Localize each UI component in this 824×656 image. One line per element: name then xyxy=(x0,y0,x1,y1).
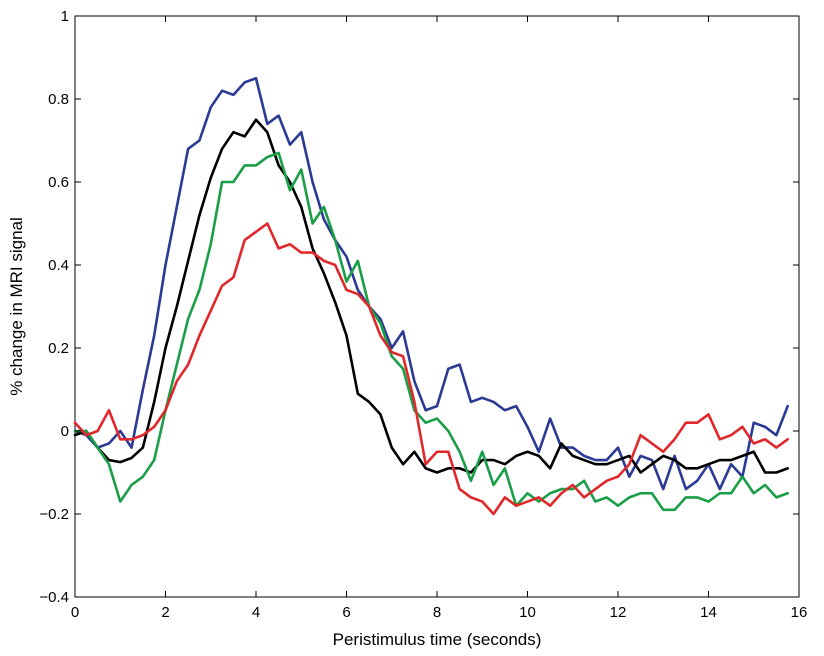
y-tick-label: 0.6 xyxy=(48,174,69,191)
y-tick-label: 0 xyxy=(61,423,69,440)
series-line-2 xyxy=(73,118,789,474)
x-tick-label: 2 xyxy=(161,604,169,621)
x-tick-label: 0 xyxy=(71,604,79,621)
y-tick-label: 0.4 xyxy=(48,257,69,274)
y-tick-label: 1 xyxy=(61,8,69,25)
x-tick-label: 16 xyxy=(791,604,808,621)
x-tick-label: 14 xyxy=(700,604,717,621)
series-line-1 xyxy=(73,76,789,491)
series-line-4 xyxy=(73,222,789,516)
y-tick-label: −0.4 xyxy=(39,589,69,606)
y-tick-label: 0.2 xyxy=(48,340,69,357)
x-axis-label: Peristimulus time (seconds) xyxy=(333,630,542,649)
x-tick-label: 8 xyxy=(433,604,441,621)
series-lines xyxy=(73,76,789,516)
x-tick-label: 12 xyxy=(610,604,627,621)
y-tick-label: −0.2 xyxy=(39,506,69,523)
x-tick-label: 6 xyxy=(342,604,350,621)
y-axis-label: % change in MRI signal xyxy=(7,217,26,396)
plot-frame xyxy=(74,15,800,598)
y-tick-label: 0.8 xyxy=(48,91,69,108)
plot-area xyxy=(74,15,800,598)
x-tick-label: 10 xyxy=(519,604,536,621)
x-tick-label: 4 xyxy=(252,604,260,621)
series-line-3 xyxy=(73,151,789,512)
axis-ticks: 0 2 4 6 8 10 12 14 16 −0.4 −0.2 0 0.2 0.4 0.6 0.8 1 xyxy=(39,8,807,621)
